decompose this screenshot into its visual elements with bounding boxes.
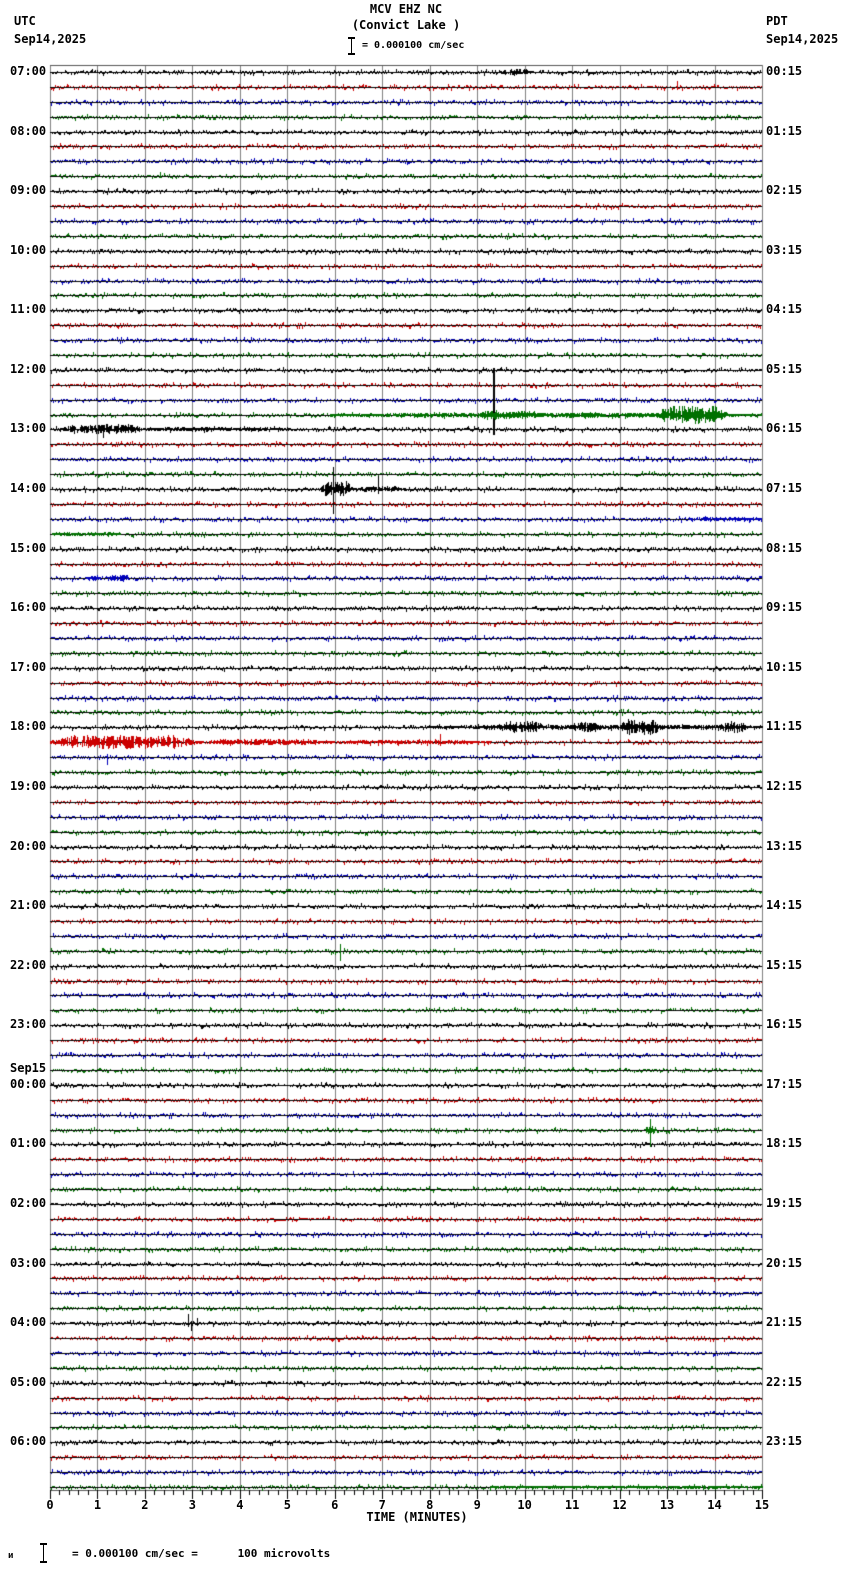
utc-hour-label: 03:00 (10, 1255, 47, 1270)
x-axis-tick: 13 (659, 1498, 675, 1512)
utc-hour-label: 17:00 (10, 659, 47, 674)
utc-hour-label: 06:00 (10, 1434, 47, 1449)
utc-hour-label: 23:00 (10, 1017, 47, 1032)
utc-hour-label: 16:00 (10, 600, 47, 615)
utc-hour-label: 11:00 (10, 302, 47, 317)
utc-hour-label: 10:00 (10, 242, 47, 257)
utc-hour-label: 21:00 (10, 898, 47, 913)
utc-zone-label: UTC (14, 14, 36, 28)
utc-hour-label: 18:00 (10, 719, 47, 734)
pdt-hour-label: 08:15 (766, 540, 803, 555)
station-subtitle: (Convict Lake ) (351, 18, 461, 32)
pdt-hour-label: 06:15 (766, 421, 803, 436)
x-axis-tick: 0 (46, 1498, 54, 1512)
pdt-hour-label: 07:15 (766, 481, 803, 496)
x-axis-tick: 8 (426, 1498, 434, 1512)
utc-hour-label: 00:00 (10, 1076, 47, 1091)
x-axis-tick: 7 (378, 1498, 386, 1512)
pdt-hour-label: 04:15 (766, 302, 803, 317)
utc-hour-label: 08:00 (10, 123, 47, 138)
x-axis-tick: 4 (236, 1498, 244, 1512)
x-axis-title: TIME (MINUTES) (366, 1510, 468, 1524)
utc-hour-label: 04:00 (10, 1315, 47, 1330)
pdt-hour-label: 22:15 (766, 1374, 803, 1389)
pdt-hour-label: 05:15 (766, 361, 803, 376)
footer-prefix-glyph: и (8, 1551, 14, 1561)
utc-hour-label: 19:00 (10, 778, 47, 793)
pdt-hour-label: 10:15 (766, 659, 803, 674)
pdt-date-label: Sep14,2025 (766, 32, 839, 46)
pdt-hour-label: 14:15 (766, 898, 803, 913)
x-axis-tick: 9 (473, 1498, 481, 1512)
scale-bar-icon (348, 37, 355, 55)
pdt-hour-label: 12:15 (766, 778, 803, 793)
x-axis-tick: 11 (564, 1498, 580, 1512)
x-axis-tick: 15 (754, 1498, 770, 1512)
pdt-hour-label: 02:15 (766, 183, 803, 198)
pdt-hour-label: 20:15 (766, 1255, 803, 1270)
x-axis-tick: 2 (141, 1498, 149, 1512)
pdt-hour-label: 01:15 (766, 123, 803, 138)
pdt-hour-label: 17:15 (766, 1076, 803, 1091)
pdt-hour-label: 09:15 (766, 600, 803, 615)
utc-date-change-label: Sep15 (10, 1060, 47, 1075)
pdt-hour-label: 03:15 (766, 242, 803, 257)
utc-hour-label: 13:00 (10, 421, 47, 436)
x-axis-tick: 10 (517, 1498, 532, 1512)
pdt-hour-label: 18:15 (766, 1136, 803, 1151)
pdt-hour-label: 21:15 (766, 1315, 803, 1330)
utc-hour-label: 20:00 (10, 838, 47, 853)
utc-hour-label: 05:00 (10, 1374, 47, 1389)
utc-hour-label: 14:00 (10, 481, 47, 496)
x-axis-tick: 14 (707, 1498, 722, 1512)
footer-caption: = 0.000100 cm/sec = 100 microvolts (72, 1547, 331, 1560)
utc-hour-label: 01:00 (10, 1136, 47, 1151)
pdt-hour-label: 16:15 (766, 1017, 803, 1032)
pdt-hour-label: 00:15 (766, 64, 803, 78)
x-axis-tick: 3 (188, 1498, 197, 1512)
x-axis-tick: 12 (612, 1498, 627, 1512)
pdt-hour-label: 15:15 (766, 957, 803, 972)
utc-hour-label: 02:00 (10, 1196, 47, 1210)
utc-hour-label: 09:00 (10, 183, 47, 198)
pdt-hour-label: 19:15 (766, 1196, 803, 1210)
station-title: MCV EHZ NC (369, 2, 443, 16)
pdt-hour-label: 13:15 (766, 838, 803, 853)
pdt-zone-label: PDT (766, 14, 788, 28)
x-axis-tick: 1 (93, 1498, 102, 1512)
x-axis-tick: 5 (283, 1498, 291, 1512)
pdt-hour-label: 11:15 (766, 719, 803, 734)
utc-hour-label: 22:00 (10, 957, 47, 972)
utc-date-label: Sep14,2025 (14, 32, 87, 46)
x-axis-tick: 6 (331, 1498, 339, 1512)
scale-caption: = 0.000100 cm/sec (362, 40, 465, 51)
footer-scale-bar-icon (40, 1543, 47, 1563)
utc-hour-label: 07:00 (10, 64, 47, 78)
utc-hour-label: 12:00 (10, 361, 47, 376)
utc-hour-label: 15:00 (10, 540, 47, 555)
pdt-hour-label: 23:15 (766, 1434, 803, 1449)
